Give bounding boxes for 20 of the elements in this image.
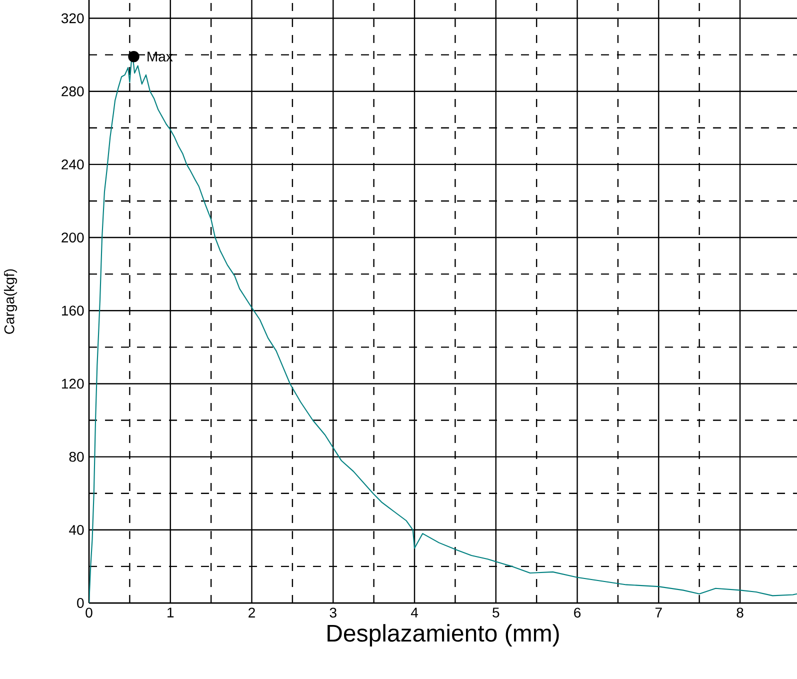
x-tick-label: 0 [86,608,92,618]
x-tick-label: 5 [492,608,500,618]
x-tick-label: 8 [736,608,744,618]
x-tick-label: 3 [330,608,336,618]
x-tick-label: 4 [410,608,418,618]
y-tick-label: 40 [69,524,84,535]
x-tick-label: 7 [655,608,662,618]
x-tick-label: 1 [168,608,174,618]
x-tick-label: 2 [248,608,255,618]
y-tick-label: 80 [69,452,84,462]
y-tick-label: 160 [62,306,84,316]
x-tick-label: 6 [574,608,581,618]
x-axis-title: Desplazamiento (mm) [328,624,559,646]
y-tick-label: 240 [62,160,84,170]
y-tick-label: 320 [61,13,84,24]
y-axis-title: Carga(kgf) [4,269,18,334]
y-tick-label: 200 [62,232,84,243]
y-tick-label: 0 [77,598,84,608]
y-tick-label: 120 [62,378,84,389]
y-tick-label: 280 [62,86,84,96]
